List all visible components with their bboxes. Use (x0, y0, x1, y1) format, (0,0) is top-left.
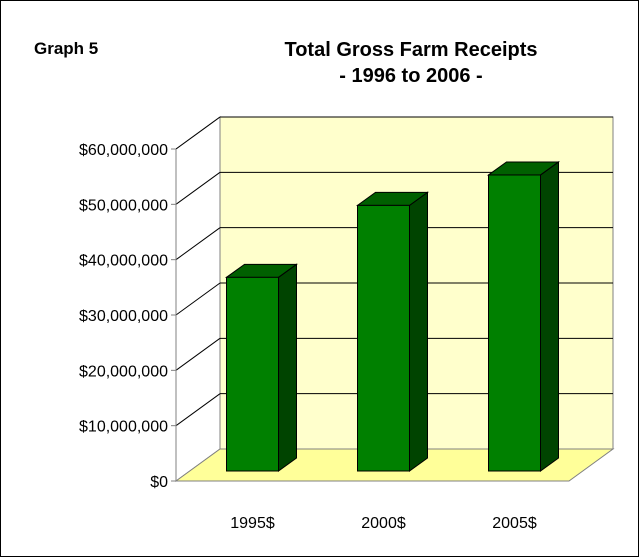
graph-label: Graph 5 (34, 39, 99, 58)
bar (355, 191, 430, 472)
gridline-side (175, 393, 221, 427)
bar-side (409, 191, 428, 472)
gridline-side (175, 116, 221, 150)
bar-side (540, 160, 559, 472)
y-tick-label: $10,000,000 (79, 419, 168, 436)
y-tick-label: $60,000,000 (79, 142, 168, 159)
bar (224, 263, 299, 472)
x-tick-label: 1995$ (230, 515, 275, 532)
y-tick-label: $20,000,000 (79, 363, 168, 380)
gridline-side (175, 171, 221, 205)
bar (486, 160, 561, 472)
bar-front (357, 204, 410, 472)
gridline-side (175, 227, 221, 261)
bar-side (278, 263, 297, 472)
gridline-side (175, 282, 221, 316)
chart-title-line2: - 1996 to 2006 - (339, 65, 483, 87)
y-tick-label: $0 (150, 474, 168, 491)
bars (224, 160, 561, 472)
y-tick-label: $40,000,000 (79, 253, 168, 270)
x-axis-ticks: 1995$ 2000$ 2005$ (230, 515, 537, 532)
y-tick-label: $50,000,000 (79, 197, 168, 214)
y-tick-label: $30,000,000 (79, 308, 168, 325)
chart-title-line1: Total Gross Farm Receipts (284, 39, 538, 61)
gridline-side (175, 337, 221, 371)
x-tick-label: 2000$ (361, 515, 406, 532)
bar-front (488, 174, 541, 472)
chart-title: Total Gross Farm Receipts - 1996 to 2006… (201, 37, 621, 89)
bar-front (226, 276, 279, 472)
y-axis-ticks: $0 $10,000,000 $20,000,000 $30,000,000 $40,0… (79, 142, 177, 491)
x-tick-label: 2005$ (492, 515, 537, 532)
